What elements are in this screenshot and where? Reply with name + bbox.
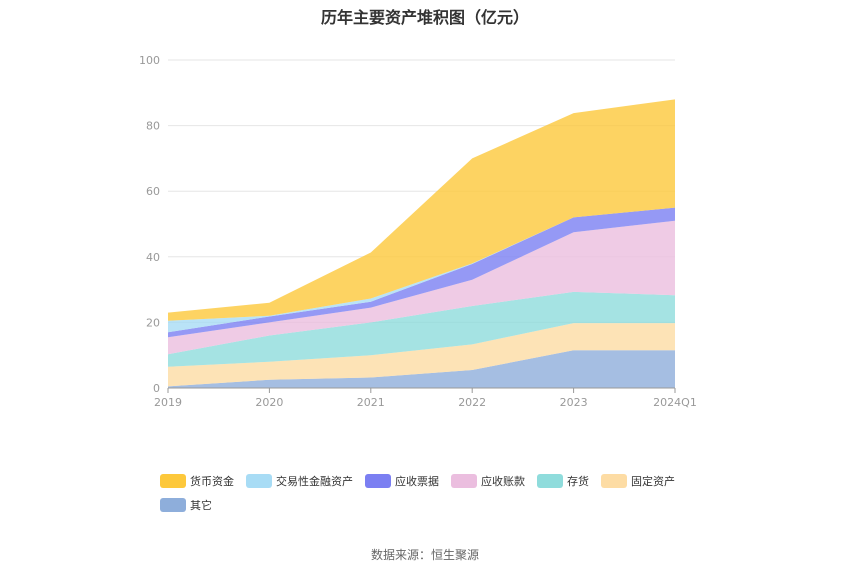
x-tick-label: 2019 [154,396,182,409]
y-tick-label: 0 [153,382,160,395]
legend-item[interactable]: 货币资金 [160,473,234,489]
area-series-6 [168,99,675,321]
legend-label: 应收账款 [481,475,525,488]
legend-item[interactable]: 交易性金融资产 [246,473,353,489]
legend-swatch [160,498,186,512]
legend-swatch [246,474,272,488]
legend-swatch [365,474,391,488]
x-tick-label: 2021 [357,396,385,409]
legend-swatch [451,474,477,488]
x-tick-label: 2022 [458,396,486,409]
legend-item[interactable]: 其它 [160,497,212,513]
axis-layer: 0 20 40 60 80 100 2019 2020 2021 2022 2023 2024Q1 [139,54,697,409]
x-tick-label: 2020 [255,396,283,409]
y-tick-label: 100 [139,54,160,67]
x-tick-label: 2023 [560,396,588,409]
y-tick-label: 40 [146,251,160,264]
area-series-1 [168,323,675,387]
chart-title: 历年主要资产堆积图（亿元） [320,8,529,27]
y-tick-label: 60 [146,185,160,198]
legend-item[interactable]: 应收账款 [451,473,525,489]
legend-swatch [601,474,627,488]
y-tick-label: 20 [146,316,160,329]
legend: 货币资金 交易性金融资产 应收票据 应收账款 存货 固定资产其它 [160,473,720,513]
y-tick-label: 80 [146,120,160,133]
legend-swatch [160,474,186,488]
area-series-0 [168,350,675,388]
area-series-3 [168,220,675,355]
legend-label: 交易性金融资产 [276,475,353,488]
area-series-5 [168,207,675,333]
legend-label: 固定资产 [631,475,675,488]
x-tick-label: 2024Q1 [653,396,697,409]
data-source: 数据来源：恒生聚源 [370,548,479,562]
area-layer [168,99,675,388]
stacked-area-chart: 0 20 40 60 80 100 2019 2020 2021 2022 2023 2024Q1 [139,54,697,409]
legend-label: 其它 [190,499,212,512]
legend-item[interactable]: 固定资产 [601,473,675,489]
legend-swatch [537,474,563,488]
legend-label: 存货 [567,475,589,488]
legend-item[interactable]: 存货 [537,473,589,489]
area-series-2 [168,291,675,367]
legend-label: 货币资金 [190,475,234,488]
legend-label: 应收票据 [395,475,439,488]
area-series-4 [168,207,675,338]
legend-item[interactable]: 应收票据 [365,473,439,489]
